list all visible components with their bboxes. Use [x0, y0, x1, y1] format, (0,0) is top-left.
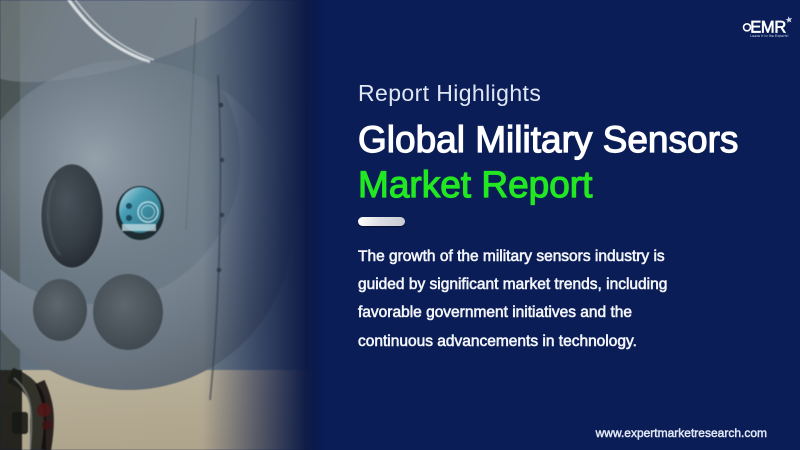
svg-text:Leave It to the Experts!: Leave It to the Experts!	[750, 34, 788, 38]
